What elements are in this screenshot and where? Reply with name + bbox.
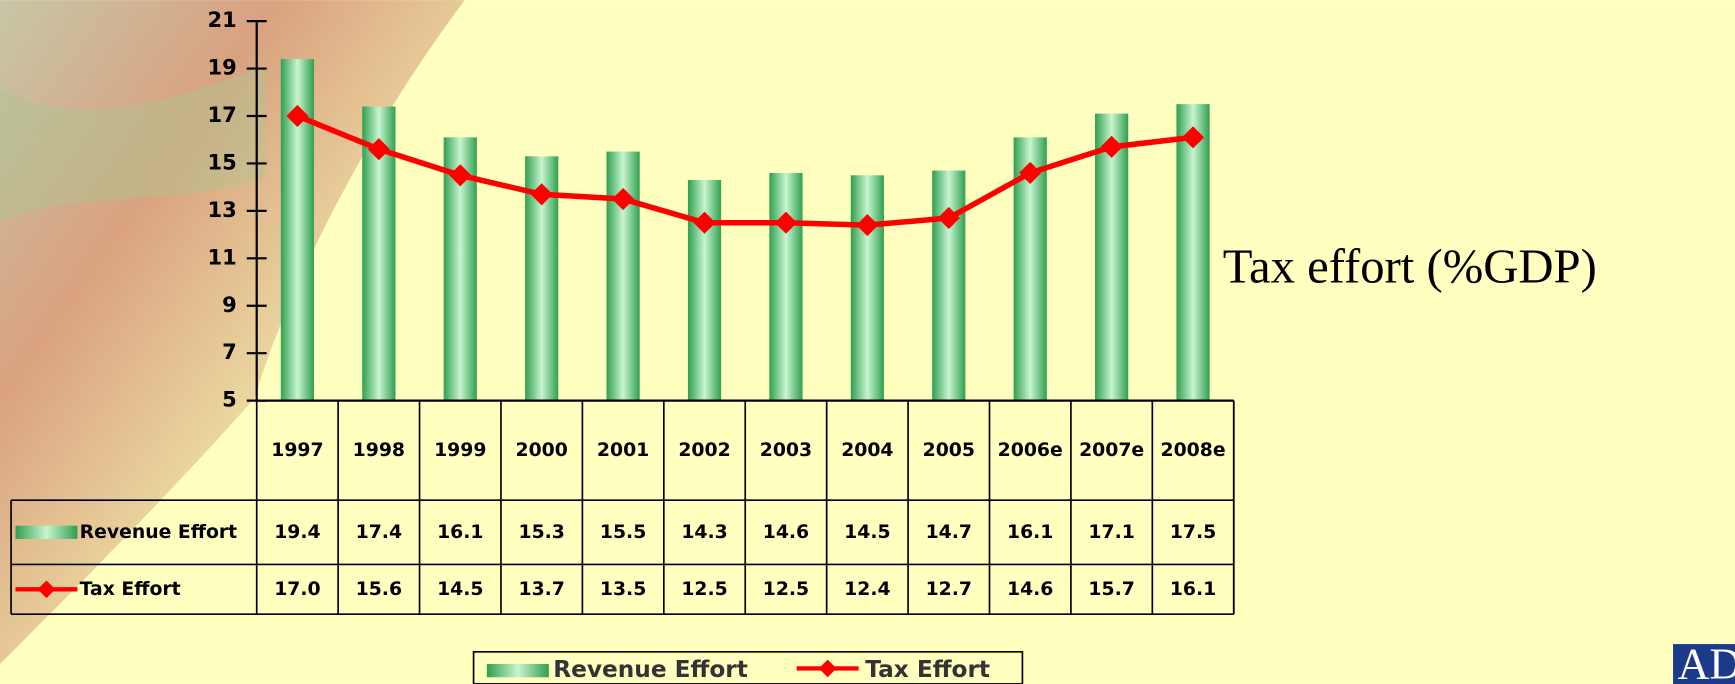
background-swoosh	[0, 66, 266, 222]
table-cell: 14.7	[926, 522, 972, 543]
logo-text: ADB	[1677, 640, 1735, 684]
table-cell: 16.1	[437, 522, 483, 543]
marker	[286, 104, 309, 128]
table-cell: 14.3	[681, 522, 727, 543]
table-cell: 15.3	[518, 522, 564, 543]
bar	[1095, 113, 1129, 401]
table-cell: 13.7	[518, 579, 564, 600]
marker	[367, 138, 390, 161]
table-cell: 14.6	[1007, 579, 1053, 600]
y-tick-label: 11	[208, 244, 237, 269]
background-swoosh	[0, 0, 465, 664]
y-tick-label: 13	[208, 197, 237, 222]
x-tick-label: 2004	[841, 440, 893, 461]
legend-swatch	[486, 663, 549, 678]
x-tick-label: 2001	[597, 440, 649, 461]
marker	[937, 206, 960, 230]
y-tick-label: 15	[208, 149, 237, 174]
chart: 5 7 9 11 13 15 17 19 21 1997 1998 1999 2000 2001 2002 2…	[10, 7, 1235, 684]
y-tick-label: 17	[208, 102, 237, 127]
table-cell: 17.4	[356, 522, 402, 543]
y-tick-label: 9	[222, 292, 237, 317]
x-tick-label: 1997	[271, 440, 323, 461]
marker	[774, 211, 798, 234]
table-cell: 19.4	[274, 522, 320, 543]
x-tick-label: 1998	[353, 440, 405, 461]
marker	[856, 214, 879, 237]
x-tick-label: 2000	[516, 440, 568, 461]
marker	[1019, 161, 1042, 184]
table-cell: 15.7	[1088, 579, 1134, 600]
line	[296, 113, 1194, 228]
table-cell: 17.5	[1170, 522, 1216, 543]
legend-marker	[818, 659, 837, 678]
x-tick-label: 1999	[434, 440, 486, 461]
table-cell: 15.5	[600, 522, 646, 543]
x-tick-label: 2007e	[1079, 440, 1144, 461]
table-cell: 12.4	[844, 579, 890, 600]
table-cell: 13.5	[600, 579, 646, 600]
legend-label: Tax Effort	[865, 656, 990, 683]
y-tick-label: 21	[208, 7, 237, 32]
x-tick-label: 2008e	[1161, 440, 1226, 461]
y-tick-label: 5	[222, 387, 237, 412]
x-tick-label: 2006e	[998, 440, 1063, 461]
table-cell: 17.0	[274, 579, 320, 600]
bar	[932, 170, 966, 401]
bar	[769, 172, 803, 401]
table-cell: 12.5	[681, 579, 727, 600]
y-tick-label: 19	[208, 55, 237, 80]
bar	[1176, 104, 1210, 401]
marker	[449, 164, 472, 187]
marker	[612, 187, 635, 211]
table-cell: 12.5	[763, 579, 809, 600]
table-cell: 14.5	[437, 579, 483, 600]
marker	[530, 183, 553, 206]
chart-title: Tax effort (%GDP)	[1223, 239, 1597, 293]
logo	[1673, 644, 1735, 684]
table-cell: 16.1	[1170, 579, 1216, 600]
bar	[850, 175, 884, 401]
table-row-label: Revenue Effort	[80, 522, 238, 543]
table-row-label: Tax Effort	[80, 579, 181, 600]
legend-marker	[37, 580, 56, 599]
legend-swatch	[15, 525, 78, 539]
y-tick-label: 7	[222, 339, 237, 364]
table-cell: 14.5	[844, 522, 890, 543]
x-tick-label: 2002	[678, 440, 730, 461]
x-tick-label: 2005	[923, 440, 975, 461]
table-cell: 12.7	[926, 579, 972, 600]
table-cell: 14.6	[763, 522, 809, 543]
table-cell: 15.6	[356, 579, 402, 600]
x-tick-label: 2003	[760, 440, 812, 461]
table-cell: 17.1	[1088, 522, 1134, 543]
marker	[693, 211, 716, 234]
legend-label: Revenue Effort	[553, 656, 748, 683]
table-cell: 16.1	[1007, 522, 1053, 543]
